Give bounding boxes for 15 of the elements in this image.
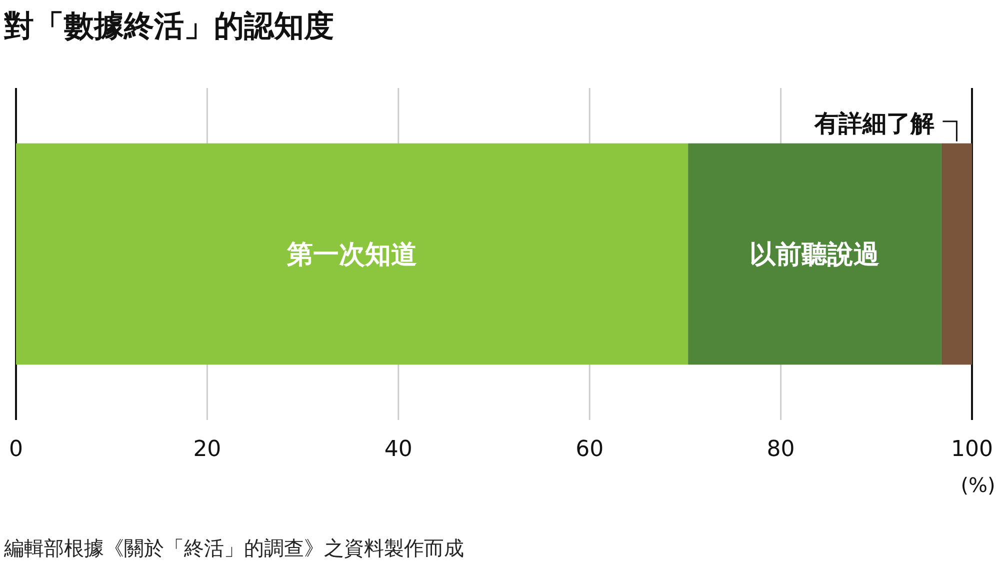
bar	[688, 143, 942, 365]
x-tick-label: 80	[766, 437, 795, 462]
x-tick-label: 100	[951, 437, 993, 462]
text: 編輯部根據《關於「終活」的調查》之資料製作而成	[3, 536, 464, 560]
x-axis-title: (%)	[960, 473, 996, 497]
x-tick-label: 20	[193, 437, 222, 462]
x-tick-label: 40	[384, 437, 412, 462]
x-tick-label: 60	[576, 437, 604, 462]
bar	[941, 143, 972, 365]
x-tick-label: 0	[9, 437, 23, 462]
bar	[16, 143, 688, 365]
series-label: 第一次知道	[286, 240, 418, 270]
series-label: 有詳細了解	[814, 109, 935, 138]
series-label: 以前聽說過	[750, 240, 880, 270]
chart-title: 對「數據終活」的認知度	[3, 9, 334, 44]
